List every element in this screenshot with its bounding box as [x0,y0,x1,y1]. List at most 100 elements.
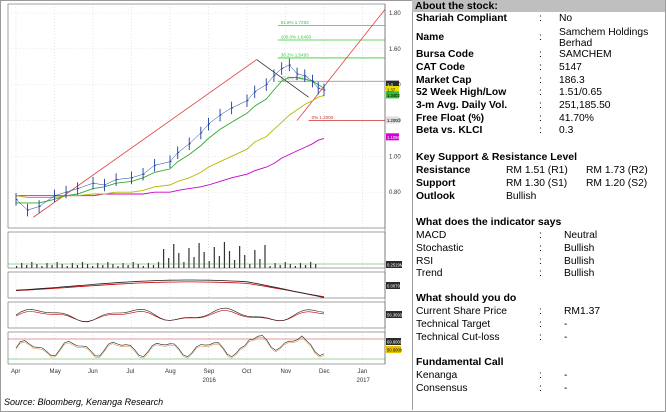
fib-level-label: 61.8% 1.7293 [281,20,309,25]
volume-bar [92,266,94,268]
levels-title: Key Support & Resistance Level [416,151,578,163]
resistance-label: Resistance [416,165,471,176]
volume-bar [137,264,139,268]
stock-info-panel: About the stock: Shariah Compliant: No Na… [412,0,665,410]
resistance-r1: RM 1.51 (R1) [506,165,568,176]
price-marker-label: 1.1056 [387,135,400,140]
volume-bar [289,264,291,268]
macd-line [15,279,325,298]
volume-bar [107,262,109,268]
action-label: Current Share Price [416,306,507,317]
info-label: Beta vs. KLCI [416,125,483,136]
volume-bar [152,265,155,268]
info-value: 0.3 [559,125,574,136]
month-tick-label: Sep [204,369,215,375]
info-value: Samchem Holdings Berhad [559,27,649,49]
volume-bar [228,251,231,268]
info-value: SAMCHEM [559,49,612,60]
volume-bar [163,249,165,268]
support-s2: RM 1.20 (S2) [586,178,648,189]
volume-bar [41,266,43,268]
rsi-marker-box [386,338,401,345]
chart-panel-2 [7,271,386,299]
price-close-line [15,64,325,211]
month-tick-label: May [50,369,61,375]
macd-marker-label: 0.0079 [387,284,400,289]
price-marker-box [386,116,399,124]
month-tick-label: Oct [242,369,252,375]
fib-level-label: 100.0% 1.6493 [281,35,312,40]
volume-bar [299,263,302,268]
fundamental-label: Consensus [416,383,468,394]
volume-bar [203,252,205,268]
volume-bar [51,265,53,268]
volume-bar [173,244,175,268]
support-s1: RM 1.30 (S1) [506,178,568,189]
volume-bar [61,264,63,268]
indicator-label: RSI [416,256,434,267]
indicator-value: Bullish [564,256,595,267]
month-tick-label: Dec [319,369,330,375]
volume-bar [259,259,261,268]
indicator-label: Trend [416,268,443,279]
stochastic-k-line [15,307,325,323]
ma-mid-line [15,94,325,198]
fib-level-label: 0% 1.2000 [312,115,334,120]
volume-bar [21,263,23,268]
chart-panel-1 [7,231,386,269]
year-tick-label: 2016 [203,378,217,384]
fib-level-label: 38.2% 1.5493 [281,52,309,57]
projection-line [296,9,386,121]
info-value: 186.3 [559,75,585,86]
outlook-value: Bullish [506,191,537,202]
volume-bar [76,265,79,268]
volume-bar [244,255,246,268]
volume-bar [117,266,119,268]
action-label: Technical Target [416,319,491,330]
price-tick-label: 1.60 [389,47,401,53]
month-tick-label: Apr [11,369,20,375]
technical-chart: Apr May Jun Jul Aug Sep Oct Nov Dec Jan 2016 2017 0.… [7,3,404,384]
rsi-signal-line [15,336,325,359]
volume-marker-label: 0.2519M [387,263,404,268]
price-marker-box [386,80,399,88]
info-value: 5147 [559,62,582,73]
indicators-title: What does the indicator says [416,216,562,228]
volume-bar [132,262,134,268]
price-marker-label: 1.4 [387,82,393,87]
support-label: Support [416,178,456,189]
volume-bar [81,262,84,268]
rsi-marker-box [386,346,401,353]
volume-bar [147,263,149,268]
volume-bar [26,265,28,268]
volume-bar [16,266,18,268]
fundamental-value: - [564,370,568,381]
volume-bar [264,245,266,268]
price-marker-label: 1.37 [387,88,396,93]
volume-bar [213,247,215,268]
indicator-label: Stochastic [416,243,464,254]
volume-bar [193,257,195,268]
fib-level-label: 23.6% 1.4193 [281,76,309,81]
price-marker-box [386,86,399,94]
volume-bar [294,266,297,268]
info-label: CAT Code [416,62,466,73]
indicator-value: Neutral [564,230,598,241]
volume-bar [223,242,226,268]
volume-bar [112,264,114,268]
macd-marker-box [386,282,400,289]
volume-bar [183,262,185,268]
month-tick-label: Jun [88,369,98,375]
ma-fast-line [16,77,325,204]
volume-bar [218,256,220,268]
volume-bar [122,263,124,268]
month-tick-label: Nov [281,369,292,375]
volume-bar [168,258,170,268]
action-value: RM1.37 [564,306,601,317]
price-marker-box [386,91,399,99]
action-label: Technical Cut-loss [416,332,500,343]
volume-bar [274,263,276,268]
volume-bar [269,266,271,268]
volume-bar [315,264,317,268]
price-marker-label: 1.3403 [387,93,400,98]
